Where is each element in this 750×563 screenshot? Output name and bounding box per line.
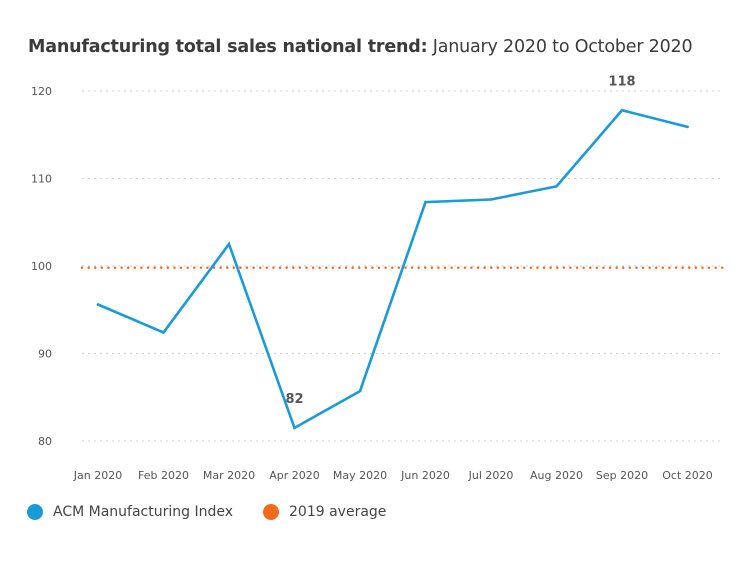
legend-item-series: ACM Manufacturing Index [27, 504, 233, 520]
x-tick-label-9: Oct 2020 [662, 469, 713, 482]
data-point-2 [227, 242, 231, 246]
data-point-5 [424, 200, 427, 204]
series-line-0 [96, 108, 689, 430]
y-tick-label-80: 80 [38, 435, 52, 448]
x-tick-label-3: Apr 2020 [269, 469, 320, 482]
legend-reference-label: 2019 average [289, 504, 387, 520]
chart-title-bold: Manufacturing total sales national trend… [28, 37, 428, 57]
y-tick-label-110: 110 [31, 173, 52, 186]
legend-reference-dot [263, 504, 280, 520]
legend: ACM Manufacturing Index 2019 average [27, 504, 416, 520]
data-point-1 [162, 331, 165, 334]
data-label-118: 118 [608, 74, 635, 89]
data-point-6 [489, 198, 493, 201]
x-tick-label-4: May 2020 [333, 469, 387, 482]
x-tick-label-1: Feb 2020 [138, 469, 189, 482]
data-point-3 [293, 426, 296, 430]
legend-item-reference: 2019 average [263, 504, 386, 520]
data-point-4 [358, 389, 362, 393]
chart-title-rest: January 2020 to October 2020 [427, 37, 693, 57]
x-tick-label-0: Jan 2020 [73, 469, 122, 482]
line-chart: 80 90 100 110 120 Jan 2020 Feb 2020 Mar 2020 Apr… [31, 74, 726, 482]
data-point-8 [620, 108, 624, 112]
y-tick-label-90: 90 [38, 348, 52, 361]
y-tick-label-100: 100 [31, 260, 52, 273]
data-point-9 [686, 125, 689, 129]
x-tick-label-8: Sep 2020 [596, 469, 648, 482]
data-point-0 [96, 303, 100, 306]
x-tick-label-5: Jun 2020 [400, 469, 450, 482]
data-point-7 [555, 185, 558, 188]
chart-title: Manufacturing total sales national trend… [28, 37, 693, 57]
x-tick-label-7: Aug 2020 [530, 469, 583, 482]
y-tick-label-120: 120 [31, 85, 52, 98]
data-label-82: 82 [285, 392, 303, 407]
legend-series-label: ACM Manufacturing Index [53, 504, 234, 520]
x-tick-label-6: Jul 2020 [468, 469, 514, 482]
legend-series-dot [27, 504, 43, 520]
x-tick-label-2: Mar 2020 [203, 469, 255, 482]
